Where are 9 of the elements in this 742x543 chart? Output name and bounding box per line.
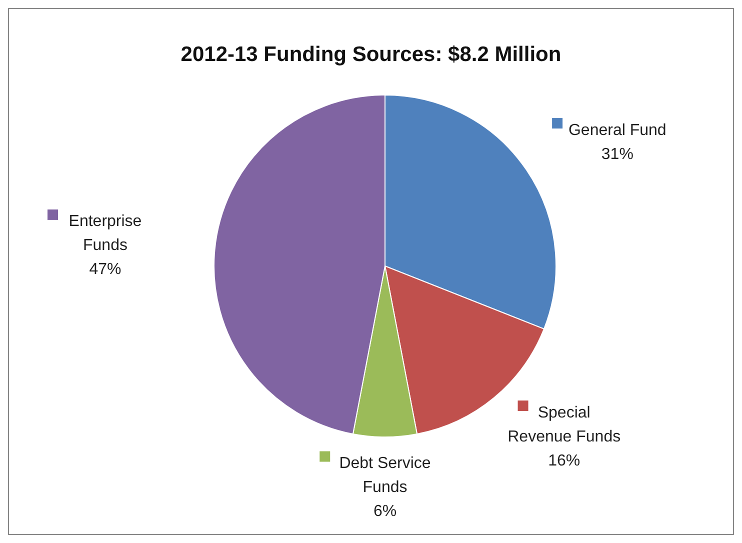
legend-label: Enterprise Funds — [68, 213, 142, 254]
data-label: 6% — [373, 503, 397, 520]
data-label: 16% — [548, 452, 580, 470]
data-label: 31% — [601, 146, 634, 163]
legend-label: Debt Service Funds — [339, 455, 431, 496]
legend-label: General Fund — [568, 122, 666, 139]
chart-title: 2012-13 Funding Sources: $8.2 Million — [180, 43, 562, 67]
data-label: 47% — [89, 261, 122, 278]
legend-label: Special Revenue Funds — [508, 404, 621, 446]
